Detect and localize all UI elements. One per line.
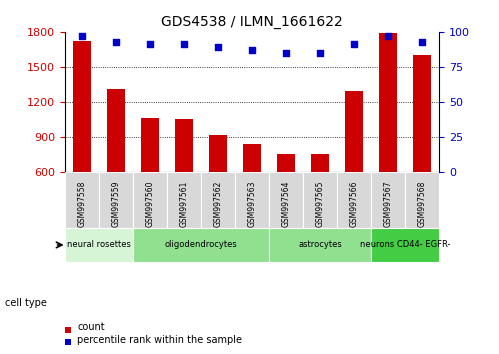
Bar: [371, 228, 439, 262]
Bar: [167, 172, 201, 228]
Text: astrocytes: astrocytes: [298, 240, 342, 250]
Bar: [107, 89, 125, 242]
Text: percentile rank within the sample: percentile rank within the sample: [77, 335, 243, 345]
Point: [78, 33, 86, 39]
Text: GSM997564: GSM997564: [281, 180, 290, 227]
Bar: [276, 154, 295, 242]
Text: GSM997568: GSM997568: [418, 180, 427, 227]
Bar: [345, 91, 363, 242]
Point: [350, 42, 358, 47]
Point: [112, 39, 120, 45]
Bar: [371, 172, 405, 228]
Bar: [133, 228, 269, 262]
Bar: [413, 55, 432, 242]
Text: GSM997559: GSM997559: [111, 180, 120, 227]
Bar: [209, 135, 228, 242]
Bar: [337, 172, 371, 228]
Bar: [303, 172, 337, 228]
Bar: [133, 172, 167, 228]
Bar: [269, 172, 303, 228]
Point: [146, 42, 154, 47]
Text: cell type: cell type: [5, 298, 47, 308]
Point: [180, 42, 188, 47]
Text: GSM997562: GSM997562: [214, 180, 223, 227]
Bar: [72, 41, 91, 242]
Text: GSM997561: GSM997561: [180, 180, 189, 227]
Point: [214, 45, 222, 50]
Text: GSM997563: GSM997563: [248, 180, 256, 227]
Bar: [175, 119, 193, 242]
Bar: [141, 118, 159, 242]
Text: GSM997567: GSM997567: [384, 180, 393, 227]
Text: GSM997558: GSM997558: [77, 180, 86, 227]
Text: oligodendrocytes: oligodendrocytes: [165, 240, 238, 250]
Text: GSM997565: GSM997565: [315, 180, 324, 227]
Bar: [405, 172, 439, 228]
Bar: [269, 228, 371, 262]
Text: neural rosettes: neural rosettes: [67, 240, 131, 250]
Title: GDS4538 / ILMN_1661622: GDS4538 / ILMN_1661622: [161, 16, 343, 29]
Bar: [379, 33, 397, 242]
Bar: [65, 228, 133, 262]
Point: [248, 47, 256, 53]
Point: [316, 50, 324, 56]
Bar: [243, 144, 261, 242]
Text: neurons CD44- EGFR-: neurons CD44- EGFR-: [360, 240, 450, 250]
Point: [384, 33, 392, 39]
Bar: [99, 172, 133, 228]
Point: [282, 50, 290, 56]
Text: GSM997566: GSM997566: [350, 180, 359, 227]
Bar: [65, 172, 99, 228]
Point: [418, 39, 426, 45]
Bar: [201, 172, 235, 228]
Bar: [311, 154, 329, 242]
Text: GSM997560: GSM997560: [145, 180, 154, 227]
Bar: [235, 172, 269, 228]
Text: count: count: [77, 322, 105, 332]
